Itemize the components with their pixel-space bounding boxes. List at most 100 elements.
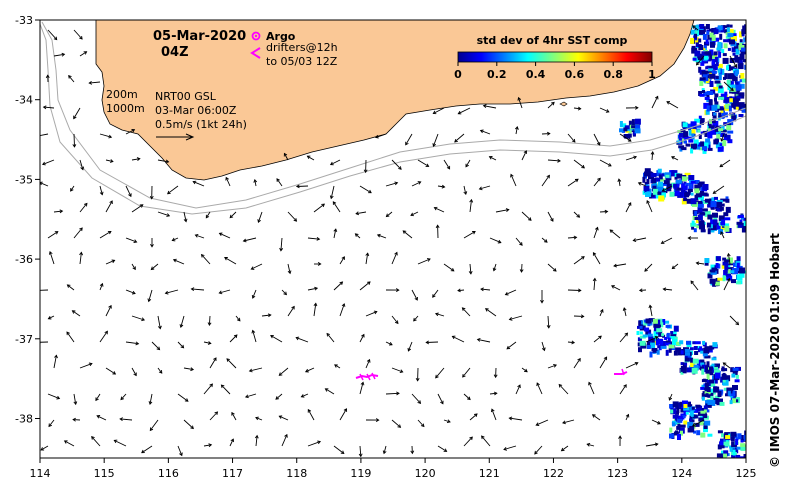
current-arrow — [476, 337, 491, 343]
sst-pixel — [684, 362, 688, 366]
sst-pixel — [697, 214, 703, 221]
sst-pixel — [676, 407, 680, 413]
sst-pixel — [637, 342, 641, 347]
sst-pixel — [688, 129, 693, 136]
current-arrow — [147, 289, 153, 303]
island — [559, 101, 568, 107]
sst-pixel — [709, 269, 716, 273]
current-arrow — [726, 252, 731, 265]
sst-pixel — [701, 208, 708, 212]
surface-current-vectors — [40, 25, 740, 458]
sst-pixel — [717, 68, 721, 73]
sst-pixel — [645, 330, 651, 336]
sst-pixel — [624, 125, 630, 130]
current-arrow — [482, 104, 497, 109]
sst-pixel — [714, 395, 720, 399]
sst-pixel — [689, 426, 695, 432]
sst-pixel — [711, 267, 716, 271]
sst-pixel — [727, 130, 734, 134]
sst-pixel — [729, 447, 733, 452]
sst-pixel — [719, 68, 723, 75]
sst-pixel — [666, 332, 670, 339]
sst-pixel — [715, 263, 719, 268]
sst-pixel — [739, 53, 745, 60]
sst-pixel — [717, 25, 723, 31]
lon-tick-label: 122 — [543, 467, 564, 480]
sst-pixel — [677, 418, 683, 423]
current-arrow — [541, 237, 548, 243]
current-arrow — [599, 209, 609, 214]
sst-pixel — [680, 146, 684, 150]
sst-pixel — [704, 262, 709, 266]
sst-pixel — [644, 171, 649, 177]
sst-pixel — [712, 120, 719, 127]
sst-pixel — [701, 51, 705, 56]
sst-pixel — [681, 176, 687, 182]
sst-pixel — [736, 221, 743, 225]
sst-pixel — [743, 454, 746, 458]
sst-pixel — [716, 82, 722, 88]
sst-pixel — [677, 191, 684, 198]
current-arrow — [279, 237, 284, 252]
sst-pixel — [732, 75, 736, 82]
current-arrow — [461, 307, 471, 317]
current-arrow — [410, 211, 419, 217]
sst-pixel — [721, 433, 724, 438]
sst-pixel — [699, 93, 705, 97]
current-arrow — [391, 251, 398, 265]
lon-tick-label: 123 — [607, 467, 628, 480]
sst-pixel — [732, 33, 737, 39]
current-arrow — [599, 159, 612, 167]
current-arrow — [40, 289, 49, 291]
current-arrow — [300, 393, 309, 398]
current-arrow — [295, 184, 309, 189]
lon-tick-label: 116 — [158, 467, 179, 480]
current-arrow — [66, 331, 75, 343]
sst-pixel — [655, 324, 661, 328]
current-arrow — [599, 308, 604, 317]
sst-pixel — [703, 426, 708, 433]
sst-pixel — [680, 129, 686, 133]
current-arrow — [244, 393, 257, 399]
sst-pixel — [735, 374, 739, 379]
sst-pixel — [704, 386, 708, 393]
sst-pixel — [672, 414, 679, 419]
sst-pixel — [720, 221, 724, 225]
sst-pixel — [676, 341, 681, 345]
current-arrow — [489, 391, 498, 396]
current-arrow — [490, 408, 497, 421]
current-arrow — [172, 258, 185, 265]
current-arrow — [541, 131, 551, 136]
sst-pixel — [731, 279, 736, 284]
current-arrow — [192, 180, 205, 187]
current-arrow — [281, 289, 287, 296]
sst-pixel — [700, 386, 705, 390]
current-arrow — [599, 356, 608, 369]
sst-pixel — [699, 421, 705, 426]
lon-tick-label: 114 — [30, 467, 51, 480]
sst-pixel — [714, 101, 719, 106]
sst-pixel — [695, 24, 699, 31]
sst-pixel — [715, 256, 721, 262]
colorbar-tick-label: 0.2 — [487, 68, 507, 81]
sst-pixel — [723, 96, 730, 103]
sst-pixel — [646, 188, 652, 195]
current-arrow — [729, 55, 737, 68]
current-arrow — [437, 445, 448, 452]
current-arrow — [177, 393, 189, 402]
current-arrow — [478, 185, 491, 191]
sst-pixel — [727, 64, 731, 71]
current-arrow — [668, 393, 673, 401]
sst-pixel — [704, 382, 709, 388]
sst-pixel — [702, 51, 709, 58]
current-arrow — [567, 178, 579, 187]
current-arrow — [226, 358, 237, 369]
current-arrow — [149, 185, 154, 200]
colorbar-tick-label: 0.6 — [565, 68, 585, 81]
sst-pixel — [639, 340, 646, 346]
sst-pixel — [709, 388, 713, 393]
sst-pixel — [722, 275, 726, 282]
current-arrow — [365, 358, 371, 369]
sst-pixel — [677, 434, 681, 440]
current-arrow — [307, 286, 319, 291]
